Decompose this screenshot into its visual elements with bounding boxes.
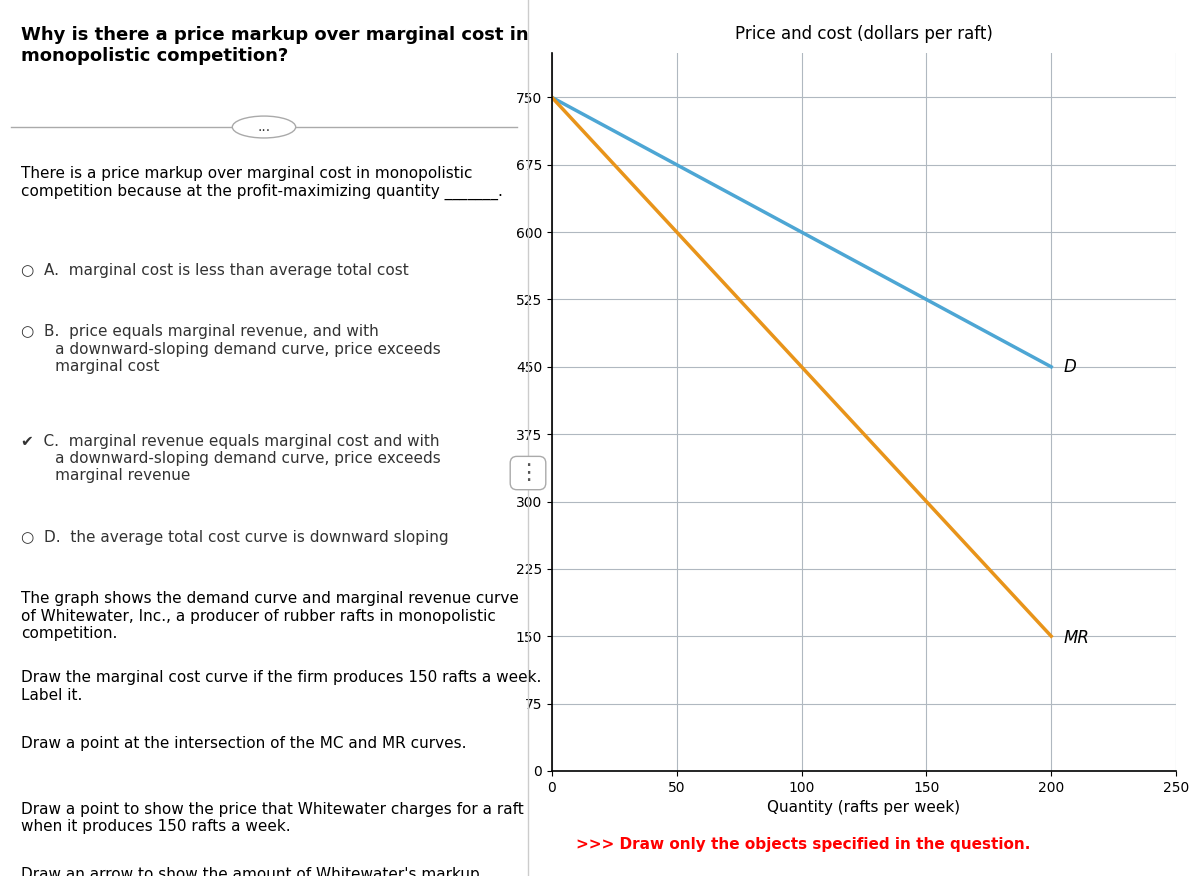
Text: Draw a point at the intersection of the MC and MR curves.: Draw a point at the intersection of the …	[22, 736, 467, 751]
Text: Draw an arrow to show the amount of Whitewater's markup.: Draw an arrow to show the amount of Whit…	[22, 867, 485, 876]
Text: Draw the marginal cost curve if the firm produces 150 rafts a week.
Label it.: Draw the marginal cost curve if the firm…	[22, 670, 541, 703]
Title: Price and cost (dollars per raft): Price and cost (dollars per raft)	[736, 25, 992, 43]
Text: ○  B.  price equals marginal revenue, and with
       a downward-sloping demand : ○ B. price equals marginal revenue, and …	[22, 324, 440, 374]
Text: ○  D.  the average total cost curve is downward sloping: ○ D. the average total cost curve is dow…	[22, 530, 449, 545]
Text: MR: MR	[1063, 629, 1090, 647]
Text: Draw a point to show the price that Whitewater charges for a raft
when it produc: Draw a point to show the price that Whit…	[22, 802, 524, 834]
Text: Why is there a price markup over marginal cost in
monopolistic competition?: Why is there a price markup over margina…	[22, 26, 529, 65]
Text: The graph shows the demand curve and marginal revenue curve
of Whitewater, Inc.,: The graph shows the demand curve and mar…	[22, 591, 518, 641]
Text: ✔  C.  marginal revenue equals marginal cost and with
       a downward-sloping : ✔ C. marginal revenue equals marginal co…	[22, 434, 440, 484]
Text: D: D	[1063, 357, 1076, 376]
Text: There is a price markup over marginal cost in monopolistic
competition because a: There is a price markup over marginal co…	[22, 166, 503, 200]
Text: ⋮: ⋮	[517, 463, 539, 483]
Text: >>> Draw only the objects specified in the question.: >>> Draw only the objects specified in t…	[576, 837, 1031, 851]
Ellipse shape	[233, 116, 295, 138]
Text: ○  A.  marginal cost is less than average total cost: ○ A. marginal cost is less than average …	[22, 263, 409, 278]
X-axis label: Quantity (rafts per week): Quantity (rafts per week)	[768, 800, 960, 816]
Text: ...: ...	[258, 120, 270, 134]
